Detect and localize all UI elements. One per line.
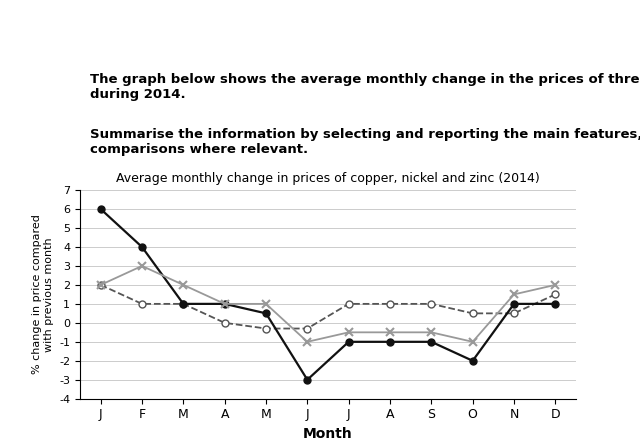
Title: Average monthly change in prices of copper, nickel and zinc (2014): Average monthly change in prices of copp… [116, 172, 540, 185]
Y-axis label: % change in price compared
with previous month: % change in price compared with previous… [32, 215, 54, 375]
Text: The graph below shows the average monthly change in the prices of three metals
d: The graph below shows the average monthl… [90, 73, 640, 101]
Text: Summarise the information by selecting and reporting the main features, and make: Summarise the information by selecting a… [90, 128, 640, 156]
X-axis label: Month: Month [303, 427, 353, 441]
